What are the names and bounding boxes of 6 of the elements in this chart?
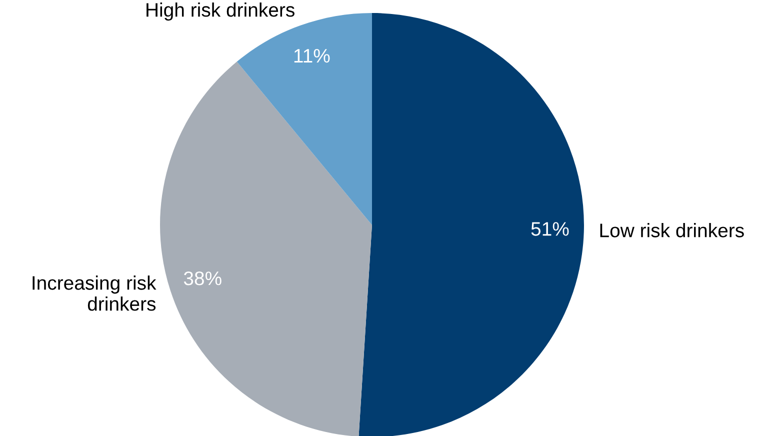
- data-label: 38%: [184, 271, 222, 286]
- data-label: 11%: [294, 48, 330, 63]
- slice-label: Increasing risk drinkers: [32, 276, 156, 311]
- slice-label: Low risk drinkers: [600, 223, 744, 238]
- data-label: 51%: [531, 222, 569, 236]
- slice-label: High risk drinkers: [146, 2, 294, 21]
